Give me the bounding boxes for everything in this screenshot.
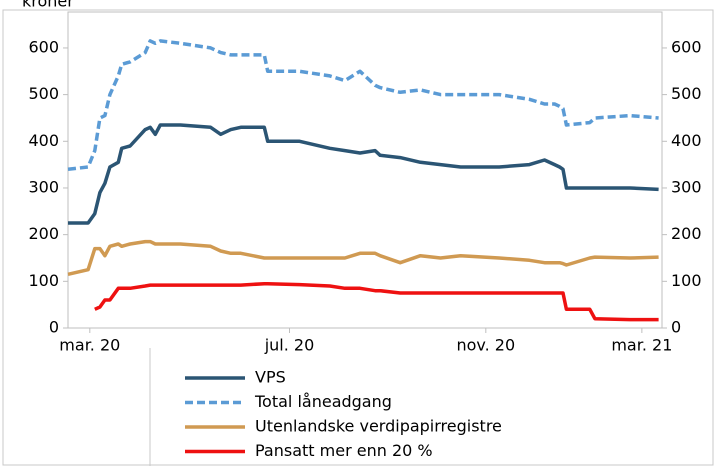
y-axis-label: kroner bbox=[22, 0, 74, 11]
plot-frame bbox=[67, 11, 663, 329]
y-tick-label: 100 bbox=[28, 271, 59, 290]
y2-tick-label: 0 bbox=[671, 318, 681, 337]
x-tick-label: mar. 20 bbox=[59, 336, 120, 355]
legend-label: VPS bbox=[255, 368, 286, 387]
y2-tick-label: 400 bbox=[671, 131, 702, 150]
legend-label: Total låneadgang bbox=[254, 392, 392, 411]
y-tick-label: 400 bbox=[28, 131, 59, 150]
x-tick-label: jul. 20 bbox=[264, 336, 315, 355]
y-tick-label: 200 bbox=[28, 224, 59, 243]
x-tick-label: mar. 21 bbox=[611, 336, 672, 355]
y-tick-label: 600 bbox=[28, 37, 59, 56]
series-line bbox=[67, 39, 659, 172]
chart-frame bbox=[2, 9, 714, 466]
y-tick-label: 300 bbox=[28, 177, 59, 196]
series-line bbox=[94, 281, 659, 322]
series-line bbox=[67, 239, 659, 277]
y2-tick-label: 200 bbox=[671, 224, 702, 243]
y2-tick-label: 300 bbox=[671, 177, 702, 196]
y2-tick-label: 100 bbox=[671, 271, 702, 290]
legend-label: Pansatt mer enn 20 % bbox=[255, 441, 433, 460]
y2-tick-label: 600 bbox=[671, 37, 702, 56]
series-line bbox=[68, 123, 659, 225]
y-tick-label: 500 bbox=[28, 84, 59, 103]
legend-label: Utenlandske verdipapirregistre bbox=[255, 417, 502, 436]
y-tick-label: 0 bbox=[49, 318, 59, 337]
x-tick-label: nov. 20 bbox=[456, 336, 515, 355]
y2-tick-label: 500 bbox=[671, 84, 702, 103]
